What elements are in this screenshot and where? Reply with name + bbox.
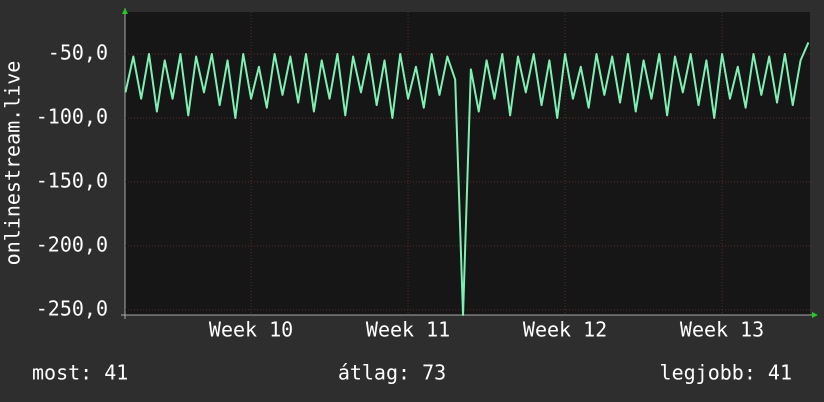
footer-best: legjobb: 41 (660, 361, 792, 385)
y-tick-label: -200,0 (36, 232, 108, 256)
y-axis-label: onlinestream.live (1, 61, 25, 266)
y-tick-label: -250,0 (36, 296, 108, 320)
axes (121, 8, 814, 319)
line (124, 42, 810, 316)
x-tick-label: Week 12 (523, 318, 607, 342)
y-tick-label: -50,0 (48, 40, 108, 64)
x-tick-label: Week 11 (366, 318, 450, 342)
x-tick-label: Week 10 (209, 318, 293, 342)
y-tick-label: -150,0 (36, 168, 108, 192)
footer-now: most: 41 (32, 361, 128, 385)
footer-average: átlag: 73 (338, 361, 446, 385)
x-tick-label: Week 13 (680, 318, 764, 342)
y-tick-label: -100,0 (36, 104, 108, 128)
